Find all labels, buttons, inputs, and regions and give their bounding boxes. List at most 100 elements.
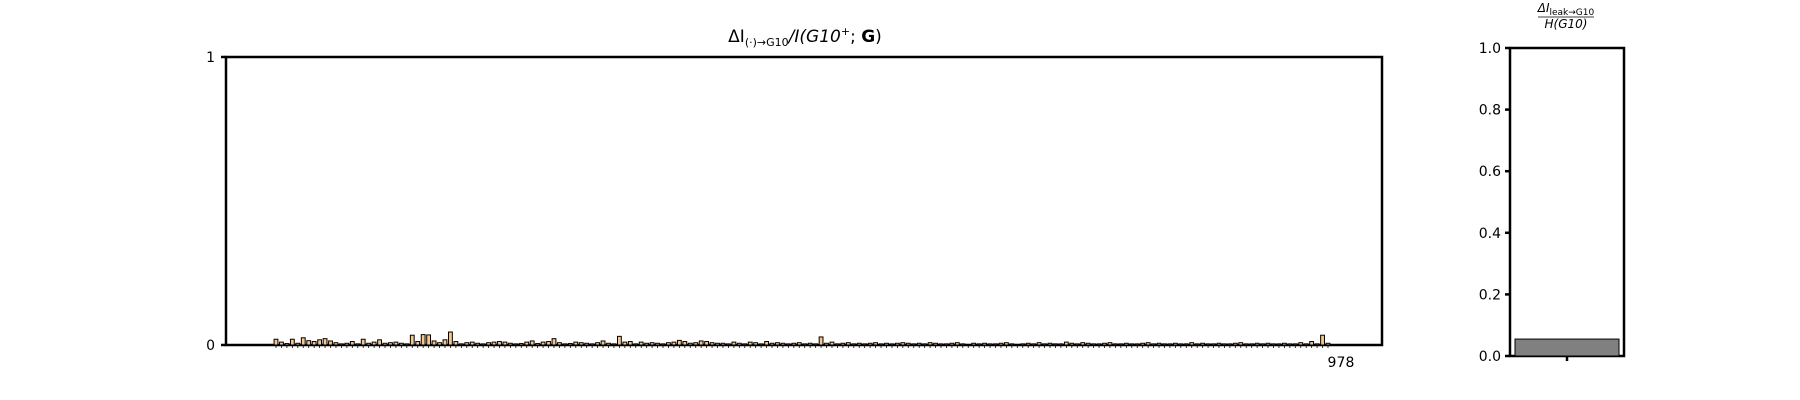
main-bar: [502, 341, 508, 346]
main-chart-bars: [273, 331, 1331, 346]
main-bar: [284, 343, 290, 346]
side-title-denominator: H(G10): [1545, 17, 1588, 31]
main-bar: [497, 341, 502, 346]
main-bar: [1113, 343, 1118, 346]
main-bar: [818, 336, 824, 346]
main-bar: [638, 341, 644, 346]
main-bar: [933, 342, 938, 346]
main-bar: [1309, 341, 1315, 346]
main-bar: [796, 342, 802, 346]
main-bar: [273, 338, 279, 346]
main-x-tick-label: 7: [1337, 355, 1346, 371]
main-bar: [813, 343, 819, 346]
main-bar: [567, 343, 573, 346]
main-bar: [322, 338, 328, 346]
main-bar: [824, 342, 829, 346]
main-bar: [1102, 342, 1107, 346]
main-bar: [1276, 343, 1282, 346]
main-bar: [922, 343, 928, 346]
main-bar: [1189, 342, 1195, 346]
main-bar: [1314, 343, 1320, 346]
main-bar: [426, 334, 432, 346]
main-bar: [409, 334, 415, 346]
main-bar: [747, 341, 753, 346]
main-bar: [464, 342, 470, 346]
main-bar: [562, 343, 568, 346]
main-bar: [764, 341, 769, 346]
main-bar: [453, 341, 459, 346]
main-bar: [388, 342, 393, 346]
main-bar: [393, 341, 399, 346]
main-bar: [398, 342, 404, 346]
main-bar: [371, 341, 377, 346]
side-y-tick-label: 0.0: [1479, 349, 1501, 365]
main-bar: [513, 343, 519, 346]
main-bar: [1325, 342, 1331, 346]
main-chart-axes: [224, 55, 1384, 347]
side-chart-title: ΔIleak→G10 H(G10): [1537, 1, 1595, 31]
main-title-superscript: +: [841, 25, 850, 38]
main-bar: [736, 342, 742, 346]
main-y-tick-label-bottom: 0: [206, 338, 215, 354]
main-bar: [1216, 342, 1222, 346]
main-bar: [753, 342, 759, 346]
main-bar: [1254, 342, 1260, 346]
main-bar: [1222, 343, 1227, 346]
main-bar: [1271, 343, 1276, 346]
main-bar: [1151, 343, 1156, 346]
main-bar: [976, 343, 982, 346]
main-bar: [404, 343, 410, 346]
main-bar: [1118, 343, 1124, 346]
main-bar: [1172, 342, 1178, 346]
main-bar: [584, 342, 590, 346]
main-bar: [344, 342, 350, 346]
main-bar: [1238, 342, 1244, 346]
main-bar: [1053, 343, 1058, 346]
main-bar: [829, 341, 835, 346]
main-bar: [998, 342, 1004, 346]
main-bar: [676, 339, 682, 346]
main-bar: [491, 341, 497, 346]
main-bar: [535, 343, 541, 346]
main-bar: [1211, 343, 1216, 346]
main-bar: [878, 343, 884, 346]
main-bar: [693, 342, 699, 346]
main-bar: [780, 342, 786, 346]
main-bar: [900, 342, 906, 346]
main-bar: [1145, 342, 1151, 346]
main-bar: [660, 343, 666, 346]
main-bar: [802, 343, 808, 346]
main-bar: [1249, 343, 1255, 346]
main-bar: [377, 339, 382, 346]
main-bar: [480, 343, 486, 346]
main-bar: [529, 340, 535, 346]
main-bar: [518, 343, 524, 346]
side-y-tick-label: 0.2: [1479, 287, 1501, 303]
main-bar: [856, 342, 862, 346]
main-bar: [339, 343, 344, 346]
main-bar: [600, 340, 606, 346]
main-bar: [1243, 343, 1249, 346]
side-y-tick-label: 0.6: [1479, 164, 1501, 180]
main-bar: [1080, 342, 1086, 346]
main-bar: [1069, 342, 1075, 346]
main-bar: [1200, 342, 1206, 346]
main-bar: [1287, 343, 1293, 346]
main-bar: [589, 343, 595, 346]
main-bar: [687, 342, 693, 346]
main-bar: [982, 342, 988, 346]
main-bar: [715, 342, 720, 346]
main-bar: [731, 341, 737, 346]
main-bar: [420, 334, 426, 346]
main-bar: [845, 342, 851, 346]
main-bar: [698, 340, 704, 346]
main-bar: [993, 343, 998, 346]
main-bar: [1292, 343, 1298, 346]
main-bar: [546, 341, 551, 346]
main-bar: [769, 342, 775, 346]
main-y-tick-label-top: 1: [206, 50, 215, 66]
main-bar: [775, 342, 780, 346]
main-bar: [1009, 343, 1015, 346]
main-bar: [1178, 343, 1184, 346]
